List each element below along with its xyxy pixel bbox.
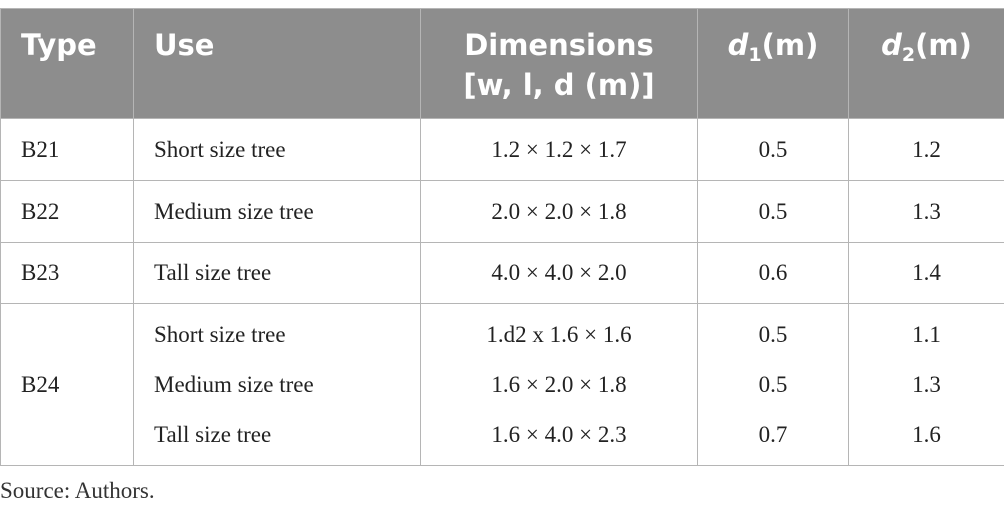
d2-value: 1.6 xyxy=(912,421,941,447)
dimensions-value: 1.6 × 4.0 × 2.3 xyxy=(491,421,627,447)
table-body: B21 Short size tree 1.2 × 1.2 × 1.7 0.5 1.2 B… xyxy=(0,118,1004,466)
type-cell: B22 xyxy=(0,180,134,243)
d1-value: 0.5 xyxy=(758,321,788,347)
header-subscript: 1 xyxy=(748,44,762,66)
d2-value: 1.1 xyxy=(912,321,941,347)
type-cell: B21 xyxy=(0,118,134,181)
table-row: B21 Short size tree 1.2 × 1.2 × 1.7 0.5 1.2 xyxy=(0,118,1004,181)
d1-cell: 0.5 xyxy=(697,180,849,243)
d2-value: 1.4 xyxy=(912,260,941,285)
d2-value: 1.2 xyxy=(912,136,941,162)
dimensions-cell: 1.2 × 1.2 × 1.7 xyxy=(420,118,698,181)
use-cell: Medium size tree xyxy=(133,180,421,243)
header-symbol: d xyxy=(881,28,902,62)
dimensions-value: 1.6 × 2.0 × 1.8 xyxy=(491,371,627,397)
d2-cell: 1.1 1.3 1.6 xyxy=(848,303,1004,466)
header-cell: Use xyxy=(133,8,421,119)
header-line: Dimensions xyxy=(464,28,654,62)
header-line: [w, l, d (m)] xyxy=(463,68,655,102)
header-unit: (m) xyxy=(915,28,972,62)
d1-cell: 0.5 xyxy=(697,118,849,181)
table-row: B24 Short size tree Medium size tree Tall s… xyxy=(0,303,1004,466)
type-cell: B23 xyxy=(0,242,134,304)
use-cell: Short size tree xyxy=(133,118,421,181)
header-cell: Type xyxy=(0,8,134,119)
d1-value: 0.6 xyxy=(758,260,788,285)
d2-value: 1.3 xyxy=(912,198,941,224)
d2-cell: 1.4 xyxy=(848,242,1004,304)
dimensions-cell: 4.0 × 4.0 × 2.0 xyxy=(420,242,698,304)
d1-value: 0.7 xyxy=(758,421,788,447)
dimensions-cell: 1.d2 x 1.6 × 1.6 1.6 × 2.0 × 1.8 1.6 × 4.0… xyxy=(420,303,698,466)
header-cell: d2(m) xyxy=(848,8,1004,119)
header-cell: Dimensions [w, l, d (m)] xyxy=(420,8,698,119)
data-table: Type Use Dimensions [w, l, d (m)] d1(m) d2(m)… xyxy=(0,8,1004,466)
use-value: Medium size tree xyxy=(154,198,314,224)
source-note: Source: Authors. xyxy=(0,478,155,503)
use-cell: Short size tree Medium size tree Tall size… xyxy=(133,303,421,466)
use-value: Short size tree xyxy=(154,136,286,162)
d1-value: 0.5 xyxy=(758,136,788,162)
dimensions-cell: 2.0 × 2.0 × 1.8 xyxy=(420,180,698,243)
header-row: Type Use Dimensions [w, l, d (m)] d1(m) d2(m) xyxy=(0,8,1004,119)
use-value: Tall size tree xyxy=(154,260,272,285)
use-value: Short size tree xyxy=(154,321,286,347)
dimensions-value: 1.2 × 1.2 × 1.7 xyxy=(491,136,627,162)
use-cell: Tall size tree xyxy=(133,242,421,304)
type-cell: B24 xyxy=(0,303,134,466)
dimensions-value: 4.0 × 4.0 × 2.0 xyxy=(491,260,627,285)
dimensions-value: 1.d2 x 1.6 × 1.6 xyxy=(486,321,632,347)
dimensions-value: 2.0 × 2.0 × 1.8 xyxy=(491,198,627,224)
header-subscript: 2 xyxy=(901,44,916,66)
header-cell: d1(m) xyxy=(697,8,849,119)
use-value: Medium size tree xyxy=(154,371,314,397)
use-value: Tall size tree xyxy=(154,421,272,447)
d1-value: 0.5 xyxy=(758,198,788,224)
d1-cell: 0.5 0.5 0.7 xyxy=(697,303,849,466)
header-unit: (m) xyxy=(761,28,819,62)
d2-cell: 1.3 xyxy=(848,180,1004,243)
d1-value: 0.5 xyxy=(758,371,788,397)
d2-cell: 1.2 xyxy=(848,118,1004,181)
header-symbol: d xyxy=(727,28,749,62)
d2-value: 1.3 xyxy=(912,371,941,397)
table-row: B23 Tall size tree 4.0 × 4.0 × 2.0 0.6 1.4 xyxy=(0,242,1004,304)
table-row: B22 Medium size tree 2.0 × 2.0 × 1.8 0.5 1.3 xyxy=(0,180,1004,243)
d1-cell: 0.6 xyxy=(697,242,849,304)
